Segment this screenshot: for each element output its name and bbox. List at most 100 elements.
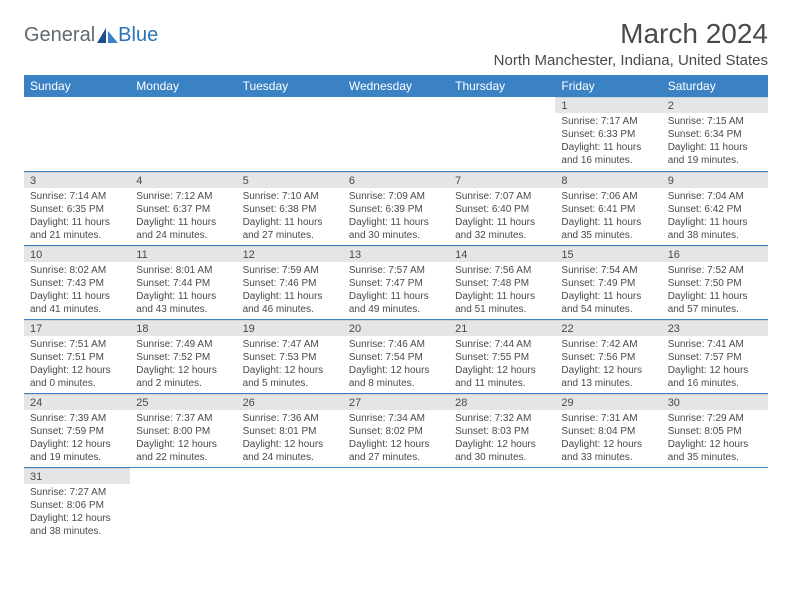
- day-details: Sunrise: 7:14 AMSunset: 6:35 PMDaylight:…: [24, 188, 130, 245]
- calendar-cell: 18Sunrise: 7:49 AMSunset: 7:52 PMDayligh…: [130, 319, 236, 393]
- calendar-body: 1Sunrise: 7:17 AMSunset: 6:33 PMDaylight…: [24, 97, 768, 541]
- day-number: 28: [449, 394, 555, 410]
- calendar-cell-empty: [130, 467, 236, 541]
- day-details: Sunrise: 7:15 AMSunset: 6:34 PMDaylight:…: [662, 113, 768, 170]
- day-number: 26: [237, 394, 343, 410]
- calendar-week: 10Sunrise: 8:02 AMSunset: 7:43 PMDayligh…: [24, 245, 768, 319]
- day-number: 7: [449, 172, 555, 188]
- day-number: 18: [130, 320, 236, 336]
- day-number: 5: [237, 172, 343, 188]
- day-details: Sunrise: 7:29 AMSunset: 8:05 PMDaylight:…: [662, 410, 768, 467]
- day-header: Sunday: [24, 75, 130, 97]
- calendar-cell: 13Sunrise: 7:57 AMSunset: 7:47 PMDayligh…: [343, 245, 449, 319]
- day-number: 22: [555, 320, 661, 336]
- day-details: Sunrise: 8:02 AMSunset: 7:43 PMDaylight:…: [24, 262, 130, 319]
- header: General Blue March 2024 North Manchester…: [24, 18, 768, 69]
- calendar-cell-empty: [555, 467, 661, 541]
- calendar-cell: 30Sunrise: 7:29 AMSunset: 8:05 PMDayligh…: [662, 393, 768, 467]
- calendar-cell: 6Sunrise: 7:09 AMSunset: 6:39 PMDaylight…: [343, 171, 449, 245]
- day-details: Sunrise: 7:57 AMSunset: 7:47 PMDaylight:…: [343, 262, 449, 319]
- day-details: Sunrise: 7:54 AMSunset: 7:49 PMDaylight:…: [555, 262, 661, 319]
- calendar-cell-empty: [662, 467, 768, 541]
- calendar-week: 3Sunrise: 7:14 AMSunset: 6:35 PMDaylight…: [24, 171, 768, 245]
- day-number: 2: [662, 97, 768, 113]
- day-details: Sunrise: 7:51 AMSunset: 7:51 PMDaylight:…: [24, 336, 130, 393]
- day-details: Sunrise: 7:32 AMSunset: 8:03 PMDaylight:…: [449, 410, 555, 467]
- day-number: 9: [662, 172, 768, 188]
- day-number: 16: [662, 246, 768, 262]
- day-details: Sunrise: 7:31 AMSunset: 8:04 PMDaylight:…: [555, 410, 661, 467]
- calendar-cell-empty: [237, 97, 343, 171]
- logo-text-general: General: [24, 24, 95, 47]
- title-area: March 2024 North Manchester, Indiana, Un…: [494, 18, 768, 69]
- calendar-cell: 4Sunrise: 7:12 AMSunset: 6:37 PMDaylight…: [130, 171, 236, 245]
- calendar-cell: 16Sunrise: 7:52 AMSunset: 7:50 PMDayligh…: [662, 245, 768, 319]
- calendar-cell: 5Sunrise: 7:10 AMSunset: 6:38 PMDaylight…: [237, 171, 343, 245]
- calendar-cell: 1Sunrise: 7:17 AMSunset: 6:33 PMDaylight…: [555, 97, 661, 171]
- calendar-cell: 31Sunrise: 7:27 AMSunset: 8:06 PMDayligh…: [24, 467, 130, 541]
- day-details: Sunrise: 7:44 AMSunset: 7:55 PMDaylight:…: [449, 336, 555, 393]
- calendar-cell: 17Sunrise: 7:51 AMSunset: 7:51 PMDayligh…: [24, 319, 130, 393]
- day-details: Sunrise: 7:49 AMSunset: 7:52 PMDaylight:…: [130, 336, 236, 393]
- calendar-cell: 9Sunrise: 7:04 AMSunset: 6:42 PMDaylight…: [662, 171, 768, 245]
- calendar-cell-empty: [24, 97, 130, 171]
- day-number: 14: [449, 246, 555, 262]
- day-number: 20: [343, 320, 449, 336]
- calendar-cell: 7Sunrise: 7:07 AMSunset: 6:40 PMDaylight…: [449, 171, 555, 245]
- calendar-cell: 2Sunrise: 7:15 AMSunset: 6:34 PMDaylight…: [662, 97, 768, 171]
- day-details: Sunrise: 7:09 AMSunset: 6:39 PMDaylight:…: [343, 188, 449, 245]
- day-details: Sunrise: 7:12 AMSunset: 6:37 PMDaylight:…: [130, 188, 236, 245]
- calendar-cell-empty: [449, 467, 555, 541]
- calendar-cell: 8Sunrise: 7:06 AMSunset: 6:41 PMDaylight…: [555, 171, 661, 245]
- calendar-cell-empty: [343, 97, 449, 171]
- calendar-cell: 10Sunrise: 8:02 AMSunset: 7:43 PMDayligh…: [24, 245, 130, 319]
- day-details: Sunrise: 7:42 AMSunset: 7:56 PMDaylight:…: [555, 336, 661, 393]
- calendar-week: 1Sunrise: 7:17 AMSunset: 6:33 PMDaylight…: [24, 97, 768, 171]
- calendar-cell: 21Sunrise: 7:44 AMSunset: 7:55 PMDayligh…: [449, 319, 555, 393]
- calendar-week: 17Sunrise: 7:51 AMSunset: 7:51 PMDayligh…: [24, 319, 768, 393]
- calendar-cell: 20Sunrise: 7:46 AMSunset: 7:54 PMDayligh…: [343, 319, 449, 393]
- day-details: Sunrise: 7:52 AMSunset: 7:50 PMDaylight:…: [662, 262, 768, 319]
- day-details: Sunrise: 7:04 AMSunset: 6:42 PMDaylight:…: [662, 188, 768, 245]
- day-number: 15: [555, 246, 661, 262]
- logo: General Blue: [24, 24, 158, 47]
- calendar-cell: 22Sunrise: 7:42 AMSunset: 7:56 PMDayligh…: [555, 319, 661, 393]
- day-header: Thursday: [449, 75, 555, 97]
- day-number: 12: [237, 246, 343, 262]
- day-header: Tuesday: [237, 75, 343, 97]
- day-details: Sunrise: 7:36 AMSunset: 8:01 PMDaylight:…: [237, 410, 343, 467]
- calendar-cell-empty: [237, 467, 343, 541]
- day-number: 1: [555, 97, 661, 113]
- calendar-cell-empty: [130, 97, 236, 171]
- calendar-cell: 27Sunrise: 7:34 AMSunset: 8:02 PMDayligh…: [343, 393, 449, 467]
- day-details: Sunrise: 7:27 AMSunset: 8:06 PMDaylight:…: [24, 484, 130, 541]
- day-number: 30: [662, 394, 768, 410]
- calendar-cell: 23Sunrise: 7:41 AMSunset: 7:57 PMDayligh…: [662, 319, 768, 393]
- calendar-cell: 25Sunrise: 7:37 AMSunset: 8:00 PMDayligh…: [130, 393, 236, 467]
- day-number: 29: [555, 394, 661, 410]
- day-number: 17: [24, 320, 130, 336]
- day-number: 25: [130, 394, 236, 410]
- day-number: 10: [24, 246, 130, 262]
- calendar-week: 31Sunrise: 7:27 AMSunset: 8:06 PMDayligh…: [24, 467, 768, 541]
- calendar-cell: 26Sunrise: 7:36 AMSunset: 8:01 PMDayligh…: [237, 393, 343, 467]
- calendar-cell: 14Sunrise: 7:56 AMSunset: 7:48 PMDayligh…: [449, 245, 555, 319]
- day-details: Sunrise: 8:01 AMSunset: 7:44 PMDaylight:…: [130, 262, 236, 319]
- calendar-cell: 28Sunrise: 7:32 AMSunset: 8:03 PMDayligh…: [449, 393, 555, 467]
- day-details: Sunrise: 7:41 AMSunset: 7:57 PMDaylight:…: [662, 336, 768, 393]
- day-number: 31: [24, 468, 130, 484]
- calendar-cell-empty: [449, 97, 555, 171]
- day-details: Sunrise: 7:39 AMSunset: 7:59 PMDaylight:…: [24, 410, 130, 467]
- day-details: Sunrise: 7:59 AMSunset: 7:46 PMDaylight:…: [237, 262, 343, 319]
- day-details: Sunrise: 7:56 AMSunset: 7:48 PMDaylight:…: [449, 262, 555, 319]
- day-header-row: SundayMondayTuesdayWednesdayThursdayFrid…: [24, 75, 768, 97]
- calendar-cell: 12Sunrise: 7:59 AMSunset: 7:46 PMDayligh…: [237, 245, 343, 319]
- day-details: Sunrise: 7:34 AMSunset: 8:02 PMDaylight:…: [343, 410, 449, 467]
- day-number: 6: [343, 172, 449, 188]
- calendar-cell: 29Sunrise: 7:31 AMSunset: 8:04 PMDayligh…: [555, 393, 661, 467]
- day-number: 24: [24, 394, 130, 410]
- day-header: Friday: [555, 75, 661, 97]
- calendar-cell: 3Sunrise: 7:14 AMSunset: 6:35 PMDaylight…: [24, 171, 130, 245]
- day-number: 19: [237, 320, 343, 336]
- month-title: March 2024: [494, 18, 768, 50]
